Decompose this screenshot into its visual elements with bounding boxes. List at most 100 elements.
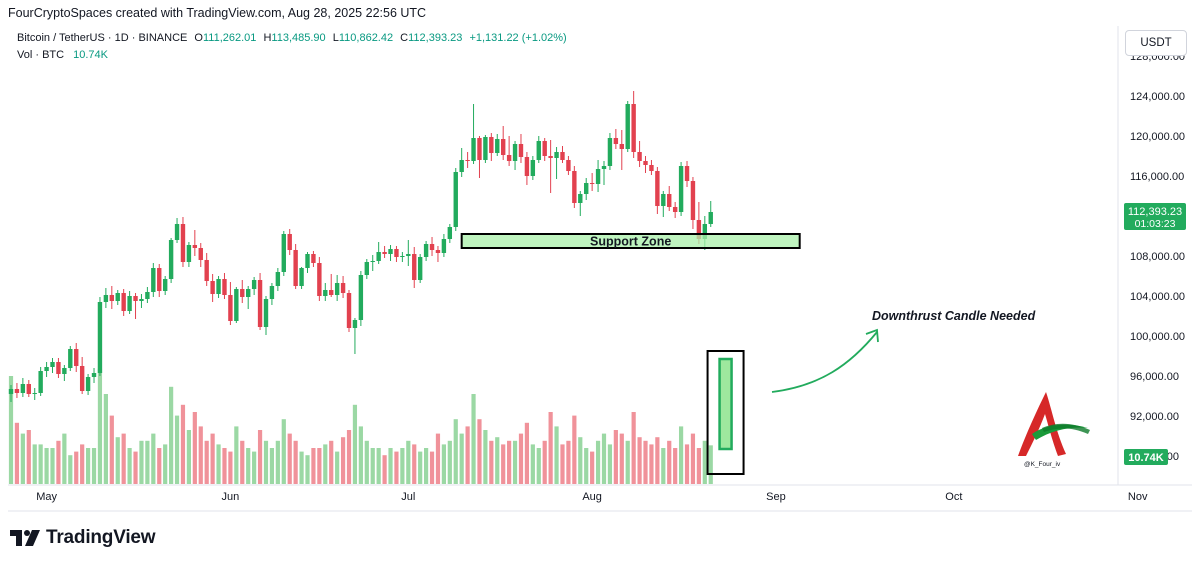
candle <box>524 152 530 185</box>
volume-bar <box>435 433 441 484</box>
candle <box>637 141 642 167</box>
time-tick-label: Aug <box>582 491 602 503</box>
candle <box>299 267 304 289</box>
low-label: L <box>332 32 339 44</box>
volume-bar <box>637 437 642 484</box>
volume-bar <box>293 440 298 484</box>
tradingview-logo-icon <box>10 530 40 546</box>
volume-bar <box>382 455 387 484</box>
price-tick-label: 96,000.00 <box>1130 371 1179 383</box>
candle <box>684 161 690 187</box>
high-value: 113,485.90 <box>271 32 326 44</box>
candle <box>192 230 198 256</box>
candle <box>388 245 393 261</box>
time-tick-label: Jul <box>401 491 415 503</box>
volume-bar <box>329 440 334 484</box>
currency-button[interactable]: USDT <box>1125 30 1187 56</box>
volume-bar <box>299 451 304 484</box>
candle <box>595 160 601 192</box>
volume-bar <box>507 440 512 484</box>
candle <box>162 276 168 295</box>
volume-bar <box>560 444 565 484</box>
candle <box>607 133 613 170</box>
volume-bar <box>20 433 25 484</box>
candle <box>512 141 518 170</box>
volume-bar <box>180 404 186 484</box>
candle <box>257 273 263 330</box>
volume-bar <box>465 426 470 484</box>
price-tick-label: 108,000.00 <box>1130 251 1185 263</box>
candle <box>329 274 334 297</box>
volume-bar <box>631 412 636 484</box>
volume-bar <box>174 415 180 484</box>
volume-bar <box>548 412 553 484</box>
candle <box>79 357 85 394</box>
volume-bar <box>495 437 500 484</box>
candle <box>222 273 227 299</box>
candle <box>518 134 524 163</box>
candle <box>453 168 458 231</box>
candle <box>601 161 607 185</box>
price-tick-label: 120,000.00 <box>1130 131 1185 143</box>
time-tick-label: Jun <box>222 491 240 503</box>
candle <box>210 274 215 302</box>
candle <box>151 263 156 297</box>
volume-bar <box>252 451 257 484</box>
candle <box>97 297 103 376</box>
volume-bar <box>690 433 696 484</box>
downthrust-annotation: Downthrust Candle Needed <box>872 309 1036 323</box>
candle <box>690 177 696 229</box>
volume-bar <box>269 448 275 484</box>
volume-bar <box>80 444 85 484</box>
downthrust-candle-box[interactable] <box>706 350 745 475</box>
candle <box>115 290 120 305</box>
volume-bar <box>625 440 630 484</box>
time-tick-label: Nov <box>1128 491 1148 503</box>
volume-bar <box>222 448 227 484</box>
volume-label[interactable]: Vol · BTC <box>17 49 65 61</box>
volume-bar <box>643 440 648 484</box>
support-zone-box[interactable] <box>460 233 801 249</box>
candle <box>127 291 132 314</box>
time-tick-label: May <box>36 491 57 503</box>
price-axis-labels: 128,000.00124,000.00120,000.00116,000.00… <box>1130 51 1185 463</box>
volume-bar <box>376 448 381 484</box>
last-price-label: 112,393.23 <box>1128 206 1182 218</box>
candle <box>406 240 411 266</box>
volume-bar <box>613 430 618 484</box>
volume-bar <box>85 448 91 484</box>
candle <box>661 191 666 217</box>
volume-bar <box>607 444 613 484</box>
low-value: 110,862.42 <box>338 32 394 44</box>
time-axis-labels: May Jun Jul Aug Sep Oct Nov <box>36 491 1148 503</box>
price-tick-label: 116,000.00 <box>1130 171 1184 183</box>
volume-bar <box>103 394 108 484</box>
volume-bar <box>97 368 103 484</box>
candle <box>44 362 49 377</box>
candle <box>121 289 126 316</box>
watermark-logo-icon <box>1018 392 1090 456</box>
volume-bar <box>56 440 61 484</box>
volume-bar <box>394 451 399 484</box>
volume-bar <box>530 444 535 484</box>
candle <box>394 246 399 262</box>
volume-bar <box>483 430 488 484</box>
tradingview-logo[interactable]: TradingView <box>10 527 156 549</box>
volume-bar <box>26 430 31 484</box>
volume-bar <box>204 440 209 484</box>
volume-bar <box>447 440 452 484</box>
candle <box>174 218 180 243</box>
candle <box>133 293 138 319</box>
candle <box>50 358 55 373</box>
volume-bar <box>649 444 654 484</box>
watermark-handle: @K_Four_iv <box>1024 461 1061 468</box>
volume-bar <box>406 440 411 484</box>
volume-bar <box>619 433 624 484</box>
symbol-label[interactable]: Bitcoin / TetherUS · 1D · BINANCE <box>17 32 188 44</box>
high-label: H <box>263 32 272 44</box>
volume-bar <box>44 448 49 484</box>
candle <box>323 283 328 301</box>
volume-bar <box>240 440 245 484</box>
candle <box>631 91 636 158</box>
